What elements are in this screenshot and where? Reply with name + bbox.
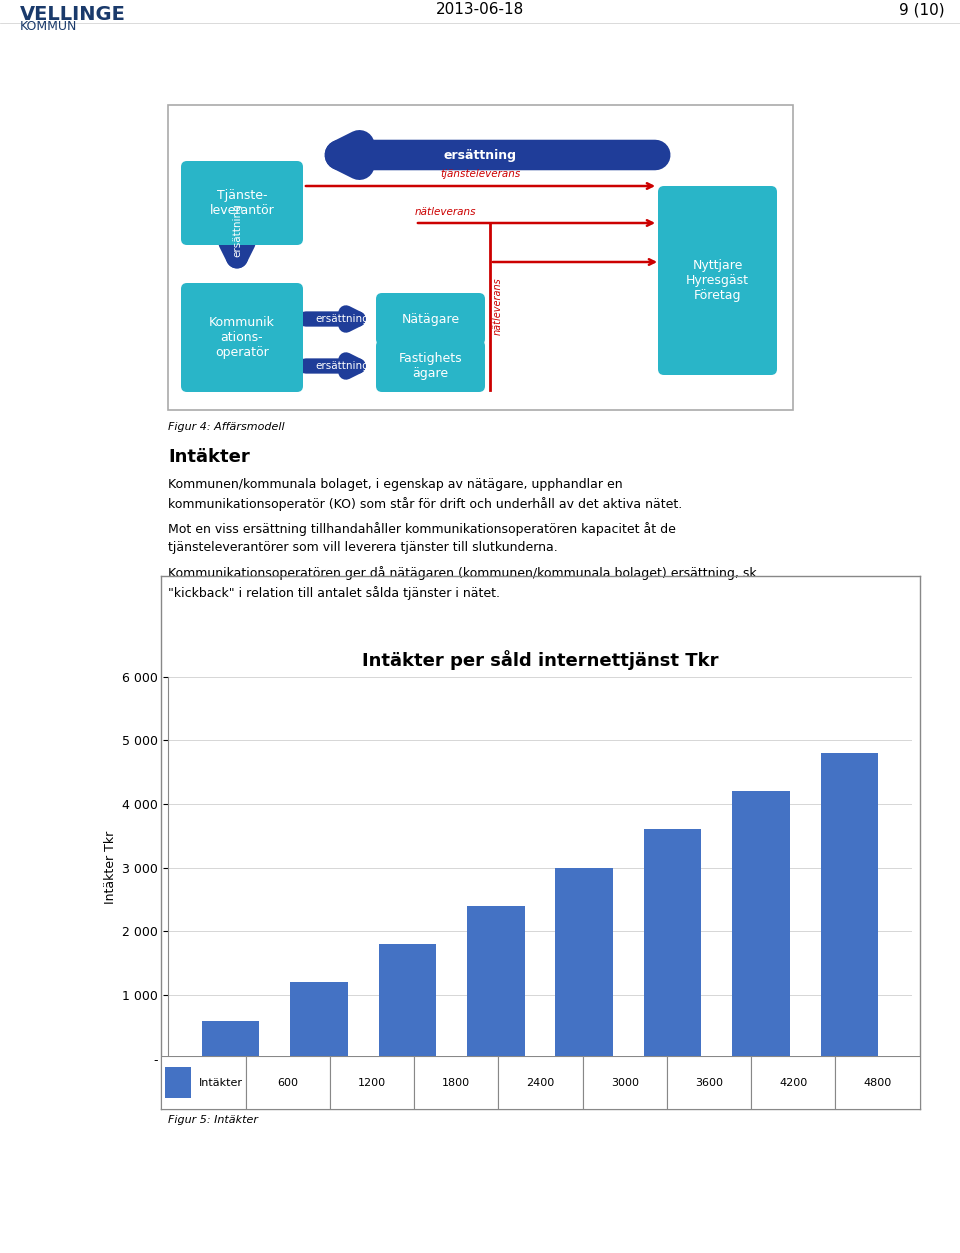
Bar	[732, 792, 790, 1059]
Bar	[202, 1020, 259, 1059]
Text: Kommunen/kommunala bolaget, i egenskap av nätägare, upphandlar en
kommunikations: Kommunen/kommunala bolaget, i egenskap a…	[168, 477, 683, 511]
Text: Kommunik
ations-
operatör: Kommunik ations- operatör	[209, 316, 275, 360]
Bar	[835, 1056, 920, 1109]
Bar	[498, 1056, 583, 1109]
Text: VELLINGE: VELLINGE	[20, 5, 126, 24]
Bar	[414, 1056, 498, 1109]
Bar	[644, 829, 702, 1059]
Text: 2400: 2400	[526, 1078, 555, 1088]
Text: ersättning: ersättning	[444, 149, 516, 162]
Y-axis label: Intäkter Tkr: Intäkter Tkr	[104, 831, 117, 905]
Text: 4200: 4200	[780, 1078, 807, 1088]
Text: Kommunikationsoperatören ger då nätägaren (kommunen/kommunala bolaget) ersättnin: Kommunikationsoperatören ger då nätägare…	[168, 566, 756, 600]
Title: Intäkter per såld internettjänst Tkr: Intäkter per såld internettjänst Tkr	[362, 649, 718, 669]
Text: 3000: 3000	[611, 1078, 638, 1088]
Text: Figur 5: Intäkter: Figur 5: Intäkter	[168, 1115, 258, 1125]
Bar	[330, 1056, 414, 1109]
Text: Nätägare: Nätägare	[401, 312, 460, 326]
FancyBboxPatch shape	[376, 340, 485, 392]
Bar	[168, 105, 793, 410]
Text: Fastighets
ägare: Fastighets ägare	[398, 352, 463, 380]
Text: 9 (10): 9 (10)	[900, 3, 945, 18]
Text: KOMMUN: KOMMUN	[20, 20, 78, 33]
Text: Tjänste-
leverantör: Tjänste- leverantör	[209, 189, 275, 217]
Text: ersättning: ersättning	[232, 203, 242, 257]
Text: tjänsteleverans: tjänsteleverans	[440, 169, 520, 179]
X-axis label: Antal anslutna hushåll: Antal anslutna hushåll	[470, 1088, 610, 1100]
Text: 2013-06-18: 2013-06-18	[436, 3, 524, 18]
Text: 1200: 1200	[358, 1078, 386, 1088]
Text: Mot en viss ersättning tillhandahåller kommunikationsoperatören kapacitet åt de
: Mot en viss ersättning tillhandahåller k…	[168, 523, 676, 555]
Bar	[290, 982, 348, 1059]
FancyBboxPatch shape	[658, 185, 777, 375]
FancyBboxPatch shape	[181, 283, 303, 392]
Text: Intäkter: Intäkter	[200, 1078, 243, 1088]
Bar	[583, 1056, 667, 1109]
Bar	[165, 1066, 191, 1099]
Text: nätleverans: nätleverans	[493, 278, 503, 336]
Text: ersättning: ersättning	[315, 361, 369, 371]
Bar	[667, 1056, 751, 1109]
Bar	[246, 1056, 330, 1109]
Text: Nyttjare
Hyresgäst
Företag: Nyttjare Hyresgäst Företag	[686, 259, 749, 302]
Bar	[751, 1056, 835, 1109]
Text: Intäkter: Intäkter	[168, 449, 250, 466]
FancyBboxPatch shape	[181, 160, 303, 246]
Bar	[556, 867, 612, 1059]
Text: nätleverans: nätleverans	[415, 207, 476, 217]
Text: 3600: 3600	[695, 1078, 723, 1088]
Text: 1800: 1800	[443, 1078, 470, 1088]
FancyBboxPatch shape	[376, 293, 485, 345]
Text: ersättning: ersättning	[315, 315, 369, 325]
Text: 600: 600	[277, 1078, 299, 1088]
Bar	[378, 945, 436, 1059]
Bar	[161, 1056, 246, 1109]
Text: Figur 4: Affärsmodell: Figur 4: Affärsmodell	[168, 422, 284, 432]
Bar	[821, 753, 878, 1059]
Bar	[468, 906, 524, 1059]
Text: 4800: 4800	[863, 1078, 892, 1088]
